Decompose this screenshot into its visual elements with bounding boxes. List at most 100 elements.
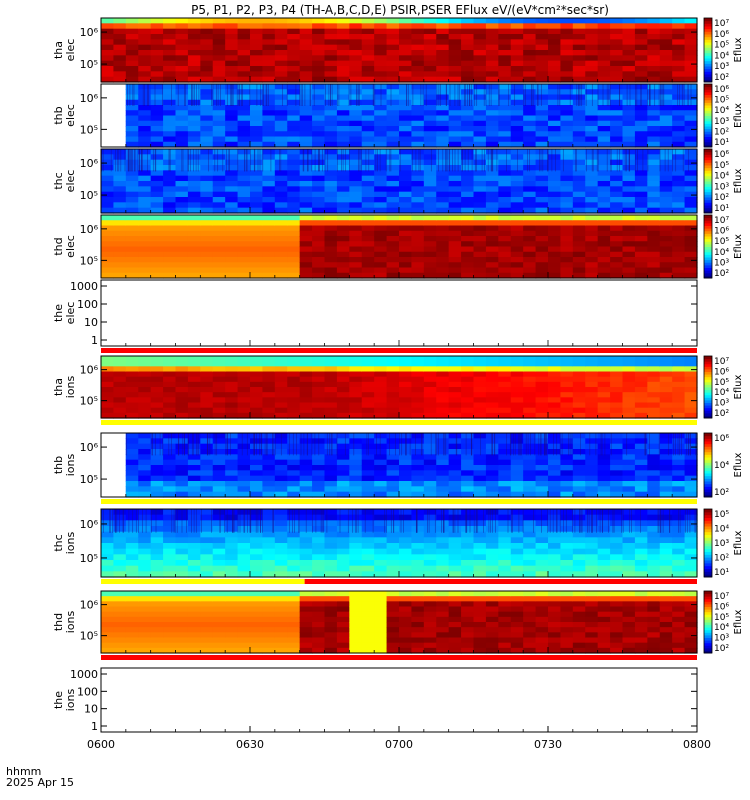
heatmap-cell bbox=[411, 241, 425, 248]
heatmap-cell bbox=[237, 94, 251, 101]
heatmap-cell bbox=[150, 356, 164, 362]
heatmap-cell bbox=[523, 554, 537, 561]
heatmap-cell bbox=[461, 115, 475, 122]
heatmap-cell bbox=[436, 392, 450, 398]
heatmap-cell bbox=[423, 560, 437, 567]
colorbar-swatch bbox=[704, 551, 712, 555]
heatmap-cell bbox=[163, 433, 177, 439]
heatmap-cell bbox=[349, 110, 363, 117]
heatmap-cell bbox=[535, 481, 549, 487]
heatmap-cell bbox=[597, 520, 611, 527]
heatmap-cell bbox=[647, 246, 661, 253]
heatmap-cell bbox=[585, 105, 599, 111]
heatmap-cell bbox=[200, 548, 214, 555]
heatmap-cell bbox=[113, 181, 127, 187]
heatmap-cell bbox=[659, 537, 673, 544]
heatmap-cell bbox=[262, 131, 276, 138]
heatmap-cell bbox=[101, 262, 115, 269]
heatmap-cell bbox=[523, 110, 537, 117]
heatmap-cell bbox=[312, 141, 326, 148]
heatmap-cell bbox=[498, 34, 512, 40]
heatmap-cell bbox=[312, 257, 326, 263]
heatmap-cell bbox=[361, 149, 375, 155]
heatmap-cell bbox=[436, 71, 450, 78]
heatmap-cell bbox=[113, 251, 127, 258]
heatmap-cell bbox=[672, 470, 686, 477]
heatmap-cell bbox=[448, 207, 462, 214]
heatmap-cell bbox=[187, 475, 201, 482]
colorbar-swatch bbox=[704, 511, 712, 516]
heatmap-cell bbox=[485, 76, 499, 83]
heatmap-cell bbox=[163, 181, 177, 187]
heatmap-cell bbox=[324, 202, 338, 209]
heatmap-cell bbox=[610, 531, 624, 538]
heatmap-cell bbox=[399, 94, 413, 101]
heatmap-cell bbox=[125, 622, 139, 628]
heatmap-cell bbox=[312, 548, 326, 555]
heatmap-cell bbox=[399, 44, 413, 51]
heatmap-cell bbox=[349, 571, 363, 578]
heatmap-cell bbox=[250, 537, 264, 544]
colorbar-tick-label: 10¹ bbox=[714, 204, 729, 214]
heatmap-cell bbox=[622, 34, 636, 40]
heatmap-cell bbox=[175, 356, 189, 362]
heatmap-cell bbox=[423, 554, 437, 561]
heatmap-cell bbox=[386, 241, 400, 248]
heatmap-cell bbox=[361, 28, 375, 35]
heatmap-cell bbox=[237, 387, 251, 393]
heatmap-cell bbox=[287, 115, 301, 122]
heatmap-cell bbox=[150, 438, 164, 445]
heatmap-cell bbox=[461, 159, 475, 166]
heatmap-cell bbox=[349, 197, 363, 203]
heatmap-cell bbox=[163, 486, 177, 493]
heatmap-cell bbox=[510, 438, 524, 445]
heatmap-cell bbox=[423, 191, 437, 198]
heatmap-cell bbox=[125, 601, 139, 608]
heatmap-cell bbox=[634, 509, 648, 516]
heatmap-cell bbox=[523, 60, 537, 67]
heatmap-cell bbox=[585, 465, 599, 471]
heatmap-cell bbox=[138, 632, 152, 639]
heatmap-cell bbox=[113, 236, 127, 242]
heatmap-cell bbox=[597, 225, 611, 232]
colorbar-swatch bbox=[704, 470, 712, 474]
heatmap-cell bbox=[684, 381, 698, 388]
heatmap-cell bbox=[312, 136, 326, 143]
heatmap-cell bbox=[597, 486, 611, 493]
heatmap-cell bbox=[461, 18, 475, 24]
heatmap-cell bbox=[150, 84, 164, 90]
heatmap-cell bbox=[225, 207, 239, 214]
heatmap-cell bbox=[374, 28, 388, 35]
heatmap-cell bbox=[672, 215, 686, 221]
heatmap-cell bbox=[237, 267, 251, 274]
heatmap-cell bbox=[560, 175, 574, 182]
heatmap-cell bbox=[212, 491, 226, 498]
heatmap-cell bbox=[597, 531, 611, 538]
heatmap-cell bbox=[250, 175, 264, 182]
heatmap-cell bbox=[411, 486, 425, 493]
heatmap-cell bbox=[274, 105, 288, 111]
heatmap-cell bbox=[585, 60, 599, 67]
heatmap-cell bbox=[560, 548, 574, 555]
heatmap-cell bbox=[237, 115, 251, 122]
heatmap-cell bbox=[622, 402, 636, 409]
heatmap-cell bbox=[386, 514, 400, 521]
heatmap-cell bbox=[349, 136, 363, 143]
heatmap-cell bbox=[138, 39, 152, 46]
heatmap-cell bbox=[312, 412, 326, 419]
heatmap-cell bbox=[274, 543, 288, 550]
heatmap-cell bbox=[597, 66, 611, 72]
heatmap-cell bbox=[647, 71, 661, 78]
heatmap-cell bbox=[113, 402, 127, 409]
heatmap-cell bbox=[510, 565, 524, 572]
heatmap-cell bbox=[225, 537, 239, 544]
heatmap-cell bbox=[647, 34, 661, 40]
heatmap-cell bbox=[411, 55, 425, 62]
heatmap-cell bbox=[411, 215, 425, 221]
heatmap-cell bbox=[448, 55, 462, 62]
heatmap-cell bbox=[200, 220, 214, 227]
heatmap-cell bbox=[113, 225, 127, 232]
heatmap-cell bbox=[299, 438, 313, 445]
heatmap-cell bbox=[150, 215, 164, 221]
heatmap-cell bbox=[274, 272, 288, 279]
